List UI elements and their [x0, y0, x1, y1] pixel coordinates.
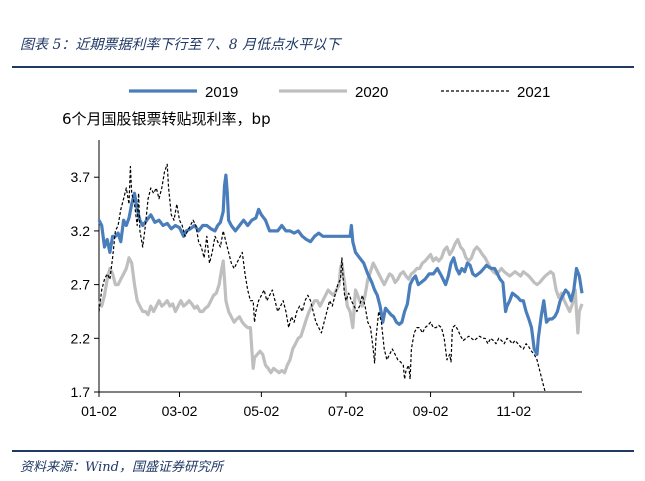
x-tick-label: 07-02 — [328, 403, 364, 419]
series-line-2019 — [97, 173, 584, 356]
top-rule — [12, 66, 634, 68]
legend-label-2020: 2020 — [355, 84, 388, 101]
legend-label-2021: 2021 — [517, 84, 550, 101]
plot-area: 1.7 2.2 2.7 3.2 3.7 01-02 03-02 05-02 07-02 09-02… — [71, 140, 584, 419]
y-tick-label: 1.7 — [71, 384, 91, 400]
x-tick-label: 03-02 — [162, 403, 198, 419]
series-line-2020 — [97, 237, 584, 375]
legend-label-2019: 2019 — [205, 84, 238, 101]
y-tick-label: 2.2 — [71, 330, 91, 346]
y-tick-label: 3.2 — [71, 223, 91, 239]
series-line-2021 — [98, 163, 546, 393]
legend: 2019 2020 2021 — [129, 84, 550, 101]
x-tick-label: 05-02 — [243, 403, 279, 419]
figure-title: 图表 5：近期票据利率下行至 7、8 月低点水平以下 — [20, 37, 341, 53]
y-axis-label: 6个月国股银票转贴现利率，bp — [62, 110, 271, 128]
y-tick-label: 3.7 — [71, 169, 91, 185]
source-note: 资料来源：Wind，国盛证券研究所 — [20, 460, 223, 475]
x-tick-label: 09-02 — [413, 403, 449, 419]
y-tick-label: 2.7 — [71, 277, 91, 293]
bottom-rule — [12, 450, 634, 452]
x-tick-label: 11-02 — [496, 403, 531, 419]
x-tick-label: 01-02 — [81, 403, 117, 419]
